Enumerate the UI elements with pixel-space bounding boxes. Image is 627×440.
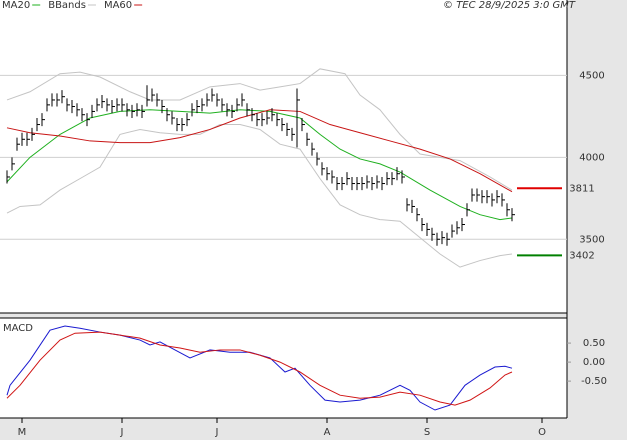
x-tick-label: A [324,427,331,438]
y-tick-label: 3500 [579,234,604,245]
price-panel [0,0,567,313]
y-tick-label: -0.50 [581,376,607,387]
y-tick-label: 0.00 [583,357,605,368]
y-tick-label: 4000 [579,152,604,163]
x-tick-label: S [424,427,430,438]
macd-line [6,325,513,411]
macd-line [6,331,513,406]
indicator-line [6,109,513,221]
indicator-line [6,68,513,191]
macd-panel [0,318,567,418]
x-tick-label: J [215,427,219,438]
x-tick-label: J [120,427,124,438]
macd-title: MACD [3,323,33,334]
legend-label: MA20 [2,0,30,11]
indicator-line [6,109,513,193]
level-label: 3402 [569,250,594,261]
level-label: 3811 [569,183,594,194]
x-tick-label: M [18,427,27,438]
legend-label: BBands [48,0,86,11]
indicator-line [6,124,513,268]
y-tick-label: 0.50 [583,338,605,349]
y-tick-label: 4500 [579,70,604,81]
x-tick-label: O [538,427,546,438]
source: © TEC 28/9/2025 3:0 GMT [443,0,576,11]
legend-label: MA60 [104,0,132,11]
